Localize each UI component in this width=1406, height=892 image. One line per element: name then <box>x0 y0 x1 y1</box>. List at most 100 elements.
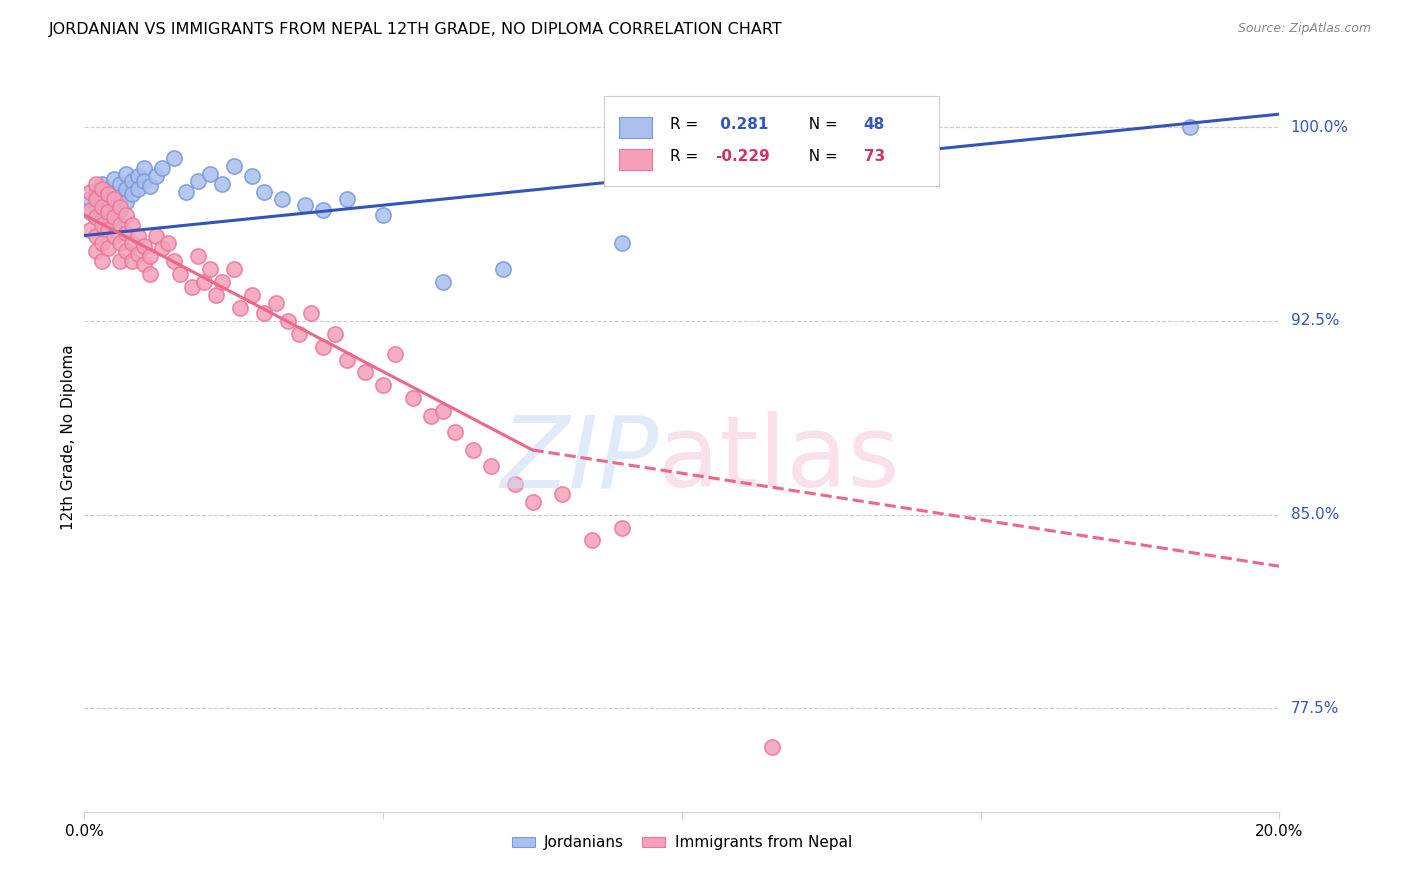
Point <box>97 194 120 209</box>
Point <box>198 167 221 181</box>
Point <box>145 228 167 243</box>
Point <box>103 171 125 186</box>
Point <box>121 218 143 232</box>
Point <box>312 340 335 354</box>
Point <box>91 200 114 214</box>
Point <box>115 182 138 196</box>
Point <box>79 223 101 237</box>
Point <box>86 197 108 211</box>
Text: 0.281: 0.281 <box>716 117 769 132</box>
Point <box>193 275 215 289</box>
Point <box>115 208 138 222</box>
Point <box>612 236 634 251</box>
Point <box>174 185 197 199</box>
Point <box>91 177 114 191</box>
Point <box>127 169 149 183</box>
Point <box>110 236 132 251</box>
Text: N =: N = <box>799 149 842 163</box>
Point <box>91 218 114 232</box>
Text: 77.5%: 77.5% <box>1291 701 1339 716</box>
Point <box>336 193 359 207</box>
Point <box>288 326 311 341</box>
Point <box>402 392 425 406</box>
Point <box>127 228 149 243</box>
Point <box>121 236 143 251</box>
Point <box>253 306 276 320</box>
Point <box>132 257 156 271</box>
Point <box>127 182 149 196</box>
Point <box>432 275 454 289</box>
Point <box>373 208 395 222</box>
Point <box>163 151 186 165</box>
Point <box>157 236 180 251</box>
Point <box>103 216 125 230</box>
Point <box>222 262 245 277</box>
Point <box>581 533 603 548</box>
Text: ZIP: ZIP <box>499 411 658 508</box>
Point <box>91 182 114 196</box>
Text: N =: N = <box>799 117 842 132</box>
Point <box>240 288 263 302</box>
Point <box>103 200 125 214</box>
Point <box>163 254 186 268</box>
Point <box>139 268 162 282</box>
Text: 85.0%: 85.0% <box>1291 507 1339 522</box>
Point <box>91 236 114 251</box>
Point <box>91 202 114 217</box>
Point <box>110 254 132 268</box>
Point <box>132 174 156 188</box>
Point <box>384 347 406 361</box>
FancyBboxPatch shape <box>605 96 939 186</box>
Point <box>211 275 233 289</box>
Point <box>91 193 114 207</box>
Point <box>1178 120 1201 134</box>
Point <box>86 211 108 225</box>
Point <box>205 288 228 302</box>
Point <box>336 352 359 367</box>
Point <box>181 280 204 294</box>
Point <box>761 740 783 755</box>
Point <box>150 242 173 256</box>
Point <box>277 314 299 328</box>
Point <box>86 244 108 258</box>
Point <box>79 205 101 219</box>
Point <box>222 159 245 173</box>
Point <box>373 378 395 392</box>
Point <box>211 177 233 191</box>
Point <box>86 211 108 225</box>
Point <box>127 246 149 260</box>
Point <box>121 174 143 188</box>
Point <box>110 177 132 191</box>
Point <box>86 177 108 191</box>
Point <box>110 202 132 217</box>
Text: R =: R = <box>671 117 703 132</box>
Text: 73: 73 <box>863 149 884 163</box>
Point <box>103 193 125 207</box>
Point <box>444 425 467 439</box>
Text: R =: R = <box>671 149 703 163</box>
Point <box>103 187 125 202</box>
Point <box>110 190 132 204</box>
Point <box>432 404 454 418</box>
Text: Source: ZipAtlas.com: Source: ZipAtlas.com <box>1237 22 1371 36</box>
Point <box>86 185 108 199</box>
Text: atlas: atlas <box>658 411 900 508</box>
Text: JORDANIAN VS IMMIGRANTS FROM NEPAL 12TH GRADE, NO DIPLOMA CORRELATION CHART: JORDANIAN VS IMMIGRANTS FROM NEPAL 12TH … <box>49 22 783 37</box>
Text: 100.0%: 100.0% <box>1291 120 1348 135</box>
Point <box>461 442 484 457</box>
Point <box>492 262 515 277</box>
Point <box>294 197 316 211</box>
Point <box>301 306 323 320</box>
Point <box>79 202 101 217</box>
Point <box>612 520 634 534</box>
Point <box>240 169 263 183</box>
Point <box>187 174 209 188</box>
Point <box>139 249 162 263</box>
Point <box>97 182 120 196</box>
Point <box>103 228 125 243</box>
FancyBboxPatch shape <box>619 149 652 170</box>
Point <box>110 200 132 214</box>
Point <box>312 202 335 217</box>
Y-axis label: 12th Grade, No Diploma: 12th Grade, No Diploma <box>60 344 76 530</box>
Point <box>150 161 173 176</box>
